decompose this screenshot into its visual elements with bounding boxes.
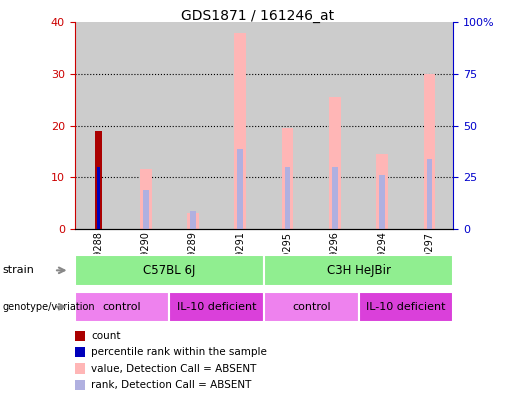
Bar bbox=[282, 128, 294, 229]
Bar bbox=[143, 190, 148, 229]
Bar bbox=[234, 32, 246, 229]
Bar bbox=[380, 175, 385, 229]
Bar bbox=[95, 131, 101, 229]
Text: percentile rank within the sample: percentile rank within the sample bbox=[91, 347, 267, 357]
Bar bbox=[358, 292, 453, 322]
Bar bbox=[311, 22, 358, 229]
Bar bbox=[358, 22, 406, 229]
Text: count: count bbox=[91, 331, 121, 341]
Bar bbox=[217, 22, 264, 229]
Text: C57BL 6J: C57BL 6J bbox=[143, 264, 196, 277]
Text: genotype/variation: genotype/variation bbox=[3, 302, 95, 312]
Bar bbox=[169, 292, 264, 322]
Text: C3H HeJBir: C3H HeJBir bbox=[327, 264, 390, 277]
Bar bbox=[332, 167, 338, 229]
Bar bbox=[264, 255, 453, 286]
Text: control: control bbox=[292, 302, 331, 312]
Bar bbox=[140, 169, 151, 229]
Bar bbox=[376, 154, 388, 229]
Text: rank, Detection Call = ABSENT: rank, Detection Call = ABSENT bbox=[91, 380, 251, 390]
Bar bbox=[187, 213, 199, 229]
Bar bbox=[424, 74, 435, 229]
Text: IL-10 deficient: IL-10 deficient bbox=[366, 302, 445, 312]
Bar bbox=[406, 22, 453, 229]
Bar bbox=[329, 97, 341, 229]
Bar bbox=[285, 167, 290, 229]
Bar bbox=[169, 22, 217, 229]
Bar bbox=[75, 255, 264, 286]
Bar bbox=[75, 22, 122, 229]
Text: GDS1871 / 161246_at: GDS1871 / 161246_at bbox=[181, 9, 334, 23]
Bar bbox=[264, 292, 358, 322]
Bar bbox=[264, 22, 311, 229]
Text: value, Detection Call = ABSENT: value, Detection Call = ABSENT bbox=[91, 364, 256, 373]
Bar bbox=[97, 167, 100, 229]
Bar bbox=[237, 149, 243, 229]
Bar bbox=[75, 292, 169, 322]
Bar bbox=[190, 211, 196, 229]
Text: IL-10 deficient: IL-10 deficient bbox=[177, 302, 256, 312]
Text: strain: strain bbox=[3, 265, 35, 275]
Bar bbox=[427, 159, 433, 229]
Text: control: control bbox=[102, 302, 141, 312]
Bar bbox=[122, 22, 169, 229]
